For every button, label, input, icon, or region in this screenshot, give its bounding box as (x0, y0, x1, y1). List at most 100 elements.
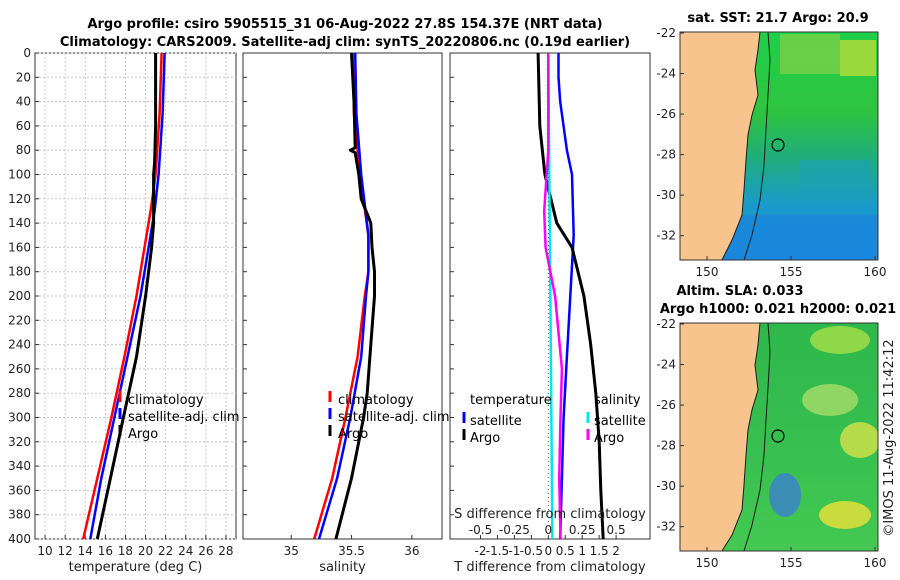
x-tick-label: 20 (138, 544, 153, 558)
sst-coastline (680, 32, 761, 260)
y-tick-label: 400 (8, 532, 31, 546)
legend-label: satellite-adj. clim (128, 410, 240, 425)
y-tick-label: 20 (16, 70, 31, 84)
x-tick-label: 0.5 (556, 544, 575, 558)
y-tick-label: 240 (8, 338, 31, 352)
difference-panel: -2 -1.5 -1 -0.5 0 0.5 1 1.5 2T difference from c… (450, 52, 646, 575)
y-tick-label: 300 (8, 411, 31, 425)
sla-map-title-2: Argo h1000: 0.021 h2000: 0.021 (660, 302, 896, 317)
sla-high-patch (840, 422, 878, 458)
x-tick-label: 1 (578, 544, 586, 558)
map-y-tick-label: -30 (656, 479, 676, 493)
map-y-tick-label: -28 (656, 439, 676, 453)
panel-frame (242, 52, 443, 540)
sla-low-patch (769, 473, 801, 517)
map-x-tick-label: 150 (696, 556, 719, 570)
y-tick-label: 280 (8, 386, 31, 400)
x-tick-label: -1 (508, 544, 520, 558)
sla-high-patch (802, 384, 858, 416)
map-x-tick-label: 155 (780, 265, 803, 279)
legend-label: satellite-adj. clim (338, 410, 450, 425)
series-line-temperature-argo (536, 52, 605, 540)
sla-high-patch (819, 501, 871, 529)
series-line-temperature-satellite (557, 53, 575, 540)
y-tick-label: 60 (16, 119, 31, 133)
top-axis-label: S difference from climatology (454, 507, 646, 522)
map-y-tick-label: -24 (656, 358, 676, 372)
sla-map: Altim. SLA: 0.033 Argo h1000: 0.021 h200… (656, 284, 896, 570)
top-tick-label: -0.5 (469, 523, 492, 537)
y-tick-label: 100 (8, 168, 31, 182)
y-tick-label: 160 (8, 240, 31, 254)
x-tick-label: 28 (218, 544, 233, 558)
map-x-tick-label: 150 (696, 265, 719, 279)
series-line-salinity-argo (542, 53, 564, 540)
legend-label: climatology (338, 393, 414, 408)
series-line-argo (334, 52, 376, 540)
x-tick-label: 22 (158, 544, 173, 558)
title-line-1: Argo profile: csiro 5905515_31 06-Aug-20… (87, 17, 602, 32)
y-tick-label: 180 (8, 265, 31, 279)
temperature-panel: 10 12 14 16 18 20 22 24 26 2802040608010012014016… (8, 46, 240, 575)
series-line-satellite-adj-clim (89, 52, 166, 540)
x-tick-label: 36 (404, 544, 419, 558)
imos-credit: ©IMOS 11-Aug-2022 11:42:12 (882, 339, 897, 536)
legend-label: Argo (338, 427, 368, 442)
y-tick-label: 380 (8, 508, 31, 522)
sst-map-frame (679, 31, 879, 261)
argo-float-marker (771, 138, 785, 152)
legend-title: salinity (594, 393, 641, 408)
legend-label: Argo (594, 431, 624, 446)
legend-label: satellite (470, 414, 522, 429)
y-tick-label: 220 (8, 313, 31, 327)
x-axis-label: T difference from climatology (453, 560, 646, 575)
y-tick-label: 40 (16, 95, 31, 109)
x-tick-label: -2 (475, 544, 487, 558)
sla-map-title-1: Altim. SLA: 0.033 (677, 284, 804, 299)
map-y-tick-label: -32 (656, 520, 676, 534)
legend-label: satellite (594, 414, 646, 429)
y-tick-label: 320 (8, 435, 31, 449)
series-line-satellite-adj-clim (317, 52, 370, 540)
x-tick-label: -0.5 (520, 544, 543, 558)
sla-map-frame (679, 322, 879, 552)
map-x-tick-label: 160 (864, 265, 887, 279)
map-x-tick-label: 160 (864, 556, 887, 570)
x-tick-label: 1.5 (590, 544, 609, 558)
series-line-argo (95, 53, 158, 540)
x-tick-label: 0 (544, 544, 552, 558)
map-y-tick-label: -22 (656, 26, 676, 40)
y-tick-label: 120 (8, 192, 31, 206)
sst-cool-patch (800, 160, 870, 200)
top-tick-label: 0.25 (569, 523, 596, 537)
map-x-tick-label: 155 (780, 556, 803, 570)
x-tick-label: 10 (37, 544, 52, 558)
sla-shelf-contour (743, 323, 771, 551)
sst-map: sat. SST: 21.7 Argo: 20.9 -22 -24 -26 -28 -3… (656, 11, 886, 279)
y-tick-label: 360 (8, 483, 31, 497)
argo-float-marker (771, 429, 785, 443)
y-tick-label: 340 (8, 459, 31, 473)
x-tick-label: 12 (58, 544, 73, 558)
title-line-2: Climatology: CARS2009. Satellite-adj cli… (60, 35, 630, 50)
x-tick-label: 24 (178, 544, 193, 558)
sst-warm-patch (840, 40, 876, 76)
map-y-tick-label: -32 (656, 229, 676, 243)
salinity-panel: 35 35.5 36 salinity climatology satellite-adj… (243, 52, 450, 575)
x-tick-label: 2 (612, 544, 620, 558)
sla-high-patch (810, 326, 870, 354)
sst-shelf-contour (743, 32, 771, 260)
map-y-tick-label: -30 (656, 188, 676, 202)
x-tick-label: 16 (98, 544, 113, 558)
x-tick-label: 14 (78, 544, 93, 558)
legend-label: Argo (128, 427, 158, 442)
x-tick-label: 18 (118, 544, 133, 558)
y-tick-label: 260 (8, 362, 31, 376)
map-y-tick-label: -26 (656, 398, 676, 412)
y-tick-label: 0 (23, 46, 31, 60)
map-y-tick-label: -24 (656, 67, 676, 81)
legend-label: Argo (470, 431, 500, 446)
y-tick-label: 80 (16, 143, 31, 157)
series-line-climatology (81, 52, 163, 540)
